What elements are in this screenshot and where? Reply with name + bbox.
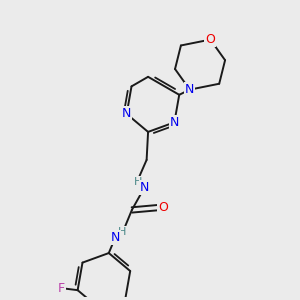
Text: N: N bbox=[110, 231, 120, 244]
Text: N: N bbox=[140, 181, 149, 194]
Text: O: O bbox=[206, 33, 215, 46]
Text: H: H bbox=[117, 227, 126, 237]
Text: N: N bbox=[170, 116, 179, 129]
Text: N: N bbox=[122, 107, 131, 120]
Text: O: O bbox=[158, 201, 168, 214]
Text: N: N bbox=[185, 83, 194, 96]
Text: H: H bbox=[134, 177, 142, 187]
Text: F: F bbox=[58, 282, 65, 295]
